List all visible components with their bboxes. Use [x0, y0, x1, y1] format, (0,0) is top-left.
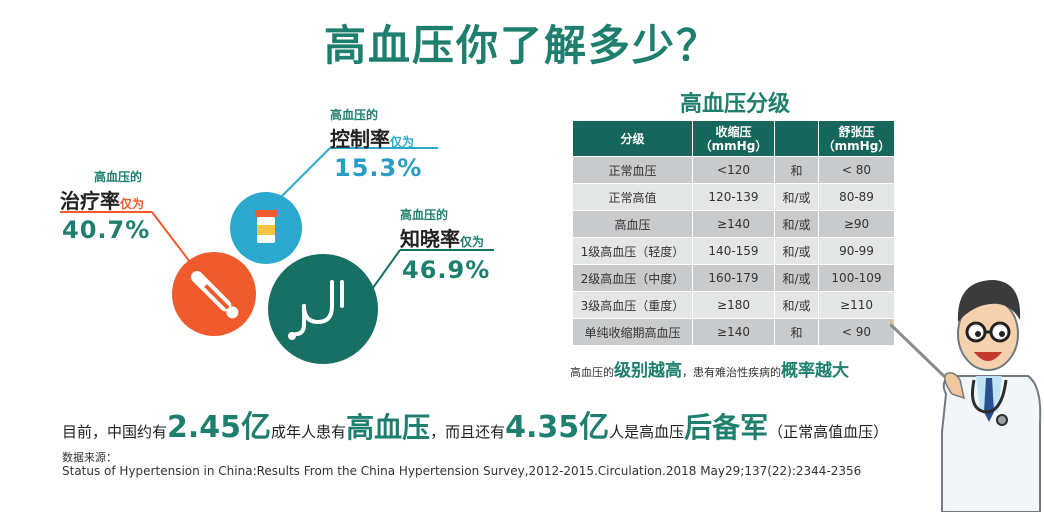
header-relation [774, 120, 819, 157]
cell-relation: 和/或 [774, 183, 819, 211]
summary-text-5: （正常高值血压） [768, 423, 889, 441]
header-diastolic-unit: （mmHg） [822, 138, 891, 153]
cell-systolic: 120-139 [692, 183, 775, 211]
cell-systolic: <120 [692, 156, 775, 184]
treatment-label-line: 治疗率仅为 [60, 185, 144, 214]
cell-diastolic: ≥90 [818, 210, 895, 238]
header-diastolic: 舒张压 （mmHg） [818, 120, 895, 157]
doctor-cartoon-icon [890, 280, 1042, 512]
medicine-bottle-icon [255, 210, 277, 243]
awareness-label-line: 知晓率仅为 [400, 223, 484, 252]
cell-systolic: 160-179 [692, 264, 775, 292]
grading-title: 高血压分级 [679, 92, 790, 117]
cell-grade: 单纯收缩期高血压 [572, 318, 693, 346]
table-row: 正常高值 120-139 和/或 80-89 [572, 183, 895, 211]
source-citation: Status of Hypertension in China:Results … [62, 464, 862, 478]
summary-text-1: 目前，中国约有 [62, 423, 168, 441]
stethoscope-icon [288, 280, 344, 340]
page-title: 高血压你了解多少？ [323, 21, 720, 70]
cell-grade: 3级高血压（重度） [572, 291, 693, 319]
cell-grade: 高血压 [572, 210, 693, 238]
source-label: 数据来源： [62, 451, 117, 464]
control-prefix: 高血压的 [330, 108, 379, 122]
cell-relation: 和 [774, 318, 819, 346]
cell-systolic: ≥140 [692, 318, 775, 346]
control-value: 15.3% [334, 154, 423, 182]
note-part-2: ，患有难治性疾病的 [682, 366, 781, 379]
awareness-connector-line [369, 249, 401, 293]
summary-text-4: 人是高血压 [609, 423, 685, 441]
thermometer-icon [191, 271, 239, 319]
cell-grade: 2级高血压（中度） [572, 264, 693, 292]
table-row: 高血压 ≥140 和/或 ≥90 [572, 210, 895, 238]
table-row: 单纯收缩期高血压 ≥140 和 < 90 [572, 318, 895, 346]
table-row: 1级高血压（轻度） 140-159 和/或 90-99 [572, 237, 895, 265]
cell-diastolic: 80-89 [818, 183, 895, 211]
summary-emphasis-2: 后备军 [684, 411, 769, 444]
summary-text-3: ，而且还有 [430, 423, 506, 441]
cell-relation: 和/或 [774, 291, 819, 319]
cell-relation: 和/或 [774, 210, 819, 238]
note-emphasis-1: 级别越高 [614, 361, 682, 381]
awareness-prefix: 高血压的 [400, 208, 449, 222]
grading-note: 高血压的级别越高，患有难治性疾病的概率越大 [570, 356, 849, 381]
cell-grade: 1级高血压（轻度） [572, 237, 693, 265]
header-diastolic-label: 舒张压 [838, 124, 875, 139]
awareness-label: 知晓率 [400, 227, 460, 251]
summary-number-2: 4.35亿 [505, 410, 610, 445]
table-row: 正常血压 <120 和 < 80 [572, 156, 895, 184]
note-emphasis-2: 概率越大 [781, 361, 849, 381]
cell-diastolic: 100-109 [818, 264, 895, 292]
awareness-only: 仅为 [460, 235, 485, 249]
note-part-1: 高血压的 [570, 366, 614, 379]
cell-diastolic: 90-99 [818, 237, 895, 265]
awareness-value: 46.9% [402, 256, 491, 284]
summary-emphasis-1: 高血压 [346, 411, 431, 444]
treatment-stat: 高血压的 治疗率仅为 [60, 168, 144, 214]
header-systolic-label: 收缩压 [715, 124, 752, 139]
cell-grade: 正常高值 [572, 183, 693, 211]
header-systolic: 收缩压 （mmHg） [692, 120, 775, 157]
treatment-prefix: 高血压的 [94, 170, 143, 184]
cell-systolic: ≥140 [692, 210, 775, 238]
summary-line: 目前，中国约有2.45亿成年人患有高血压，而且还有4.35亿人是高血压后备军（正… [62, 402, 888, 446]
awareness-stat: 高血压的 知晓率仅为 [400, 206, 484, 252]
grading-table: 分级 收缩压 （mmHg） 舒张压 （mmHg） 正常血压 <120 和 < 80 … [572, 120, 895, 346]
cell-systolic: ≥180 [692, 291, 775, 319]
summary-text-2: 成年人患有 [271, 423, 347, 441]
treatment-value: 40.7% [62, 216, 151, 244]
treatment-label: 治疗率 [60, 189, 120, 213]
cell-relation: 和/或 [774, 264, 819, 292]
control-only: 仅为 [390, 135, 415, 149]
header-systolic-unit: （mmHg） [699, 138, 768, 153]
cell-diastolic: < 80 [818, 156, 895, 184]
table-row: 3级高血压（重度） ≥180 和/或 ≥110 [572, 291, 895, 319]
cell-grade: 正常血压 [572, 156, 693, 184]
control-label-line: 控制率仅为 [330, 123, 414, 152]
summary-number-1: 2.45亿 [167, 410, 272, 445]
control-connector-line [277, 147, 331, 201]
grading-header-row: 分级 收缩压 （mmHg） 舒张压 （mmHg） [572, 120, 895, 157]
control-label: 控制率 [330, 127, 390, 151]
treatment-connector-line [151, 211, 191, 263]
treatment-only: 仅为 [120, 197, 145, 211]
table-row: 2级高血压（中度） 160-179 和/或 100-109 [572, 264, 895, 292]
cell-relation: 和 [774, 156, 819, 184]
control-stat: 高血压的 控制率仅为 [330, 106, 414, 152]
awareness-circle [268, 254, 378, 364]
cell-relation: 和/或 [774, 237, 819, 265]
cell-diastolic: < 90 [818, 318, 895, 346]
header-grade: 分级 [572, 120, 693, 157]
cell-systolic: 140-159 [692, 237, 775, 265]
cell-diastolic: ≥110 [818, 291, 895, 319]
